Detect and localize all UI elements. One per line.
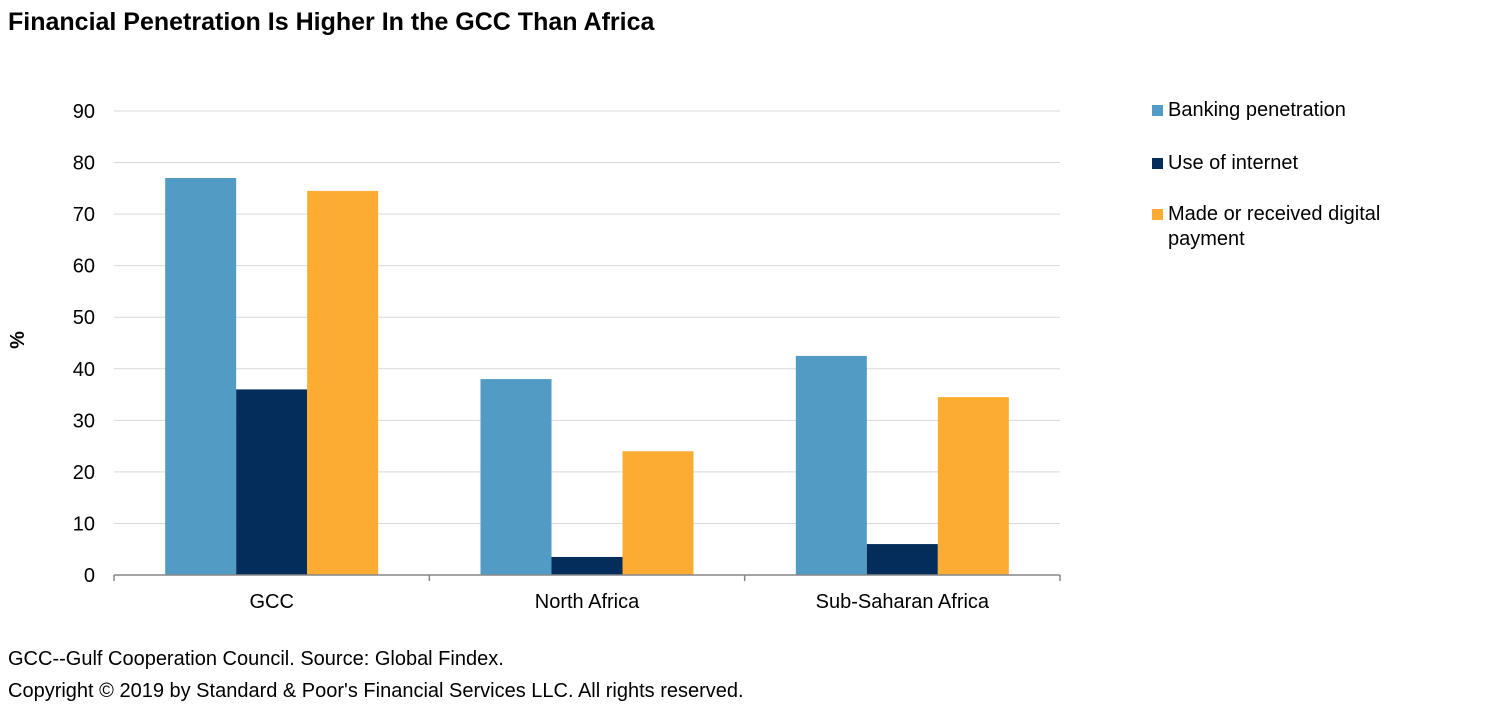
y-tick-label-30: 30 — [73, 410, 95, 432]
legend-swatch-digital-payment — [1152, 209, 1163, 220]
x-tick-label-2: Sub-Saharan Africa — [816, 591, 990, 613]
bar-use-of-internet-0 — [236, 389, 308, 575]
bar-banking-penetration-2 — [795, 355, 867, 575]
y-tick-label-90: 90 — [73, 101, 95, 123]
bar-use-of-internet-2 — [866, 544, 938, 575]
y-tick-label-50: 50 — [73, 307, 95, 329]
y-tick-label-80: 80 — [73, 153, 95, 175]
legend-label-banking: Banking penetration — [1168, 99, 1346, 121]
y-tick-label-60: 60 — [73, 256, 95, 278]
legend-item-internet: Use of internet — [1150, 151, 1450, 176]
bar-made-or-received-digital-payment-0 — [307, 190, 379, 575]
legend-swatch-internet — [1152, 158, 1163, 169]
chart-title: Financial Penetration Is Higher In the G… — [8, 8, 655, 36]
axes: 0 10 20 30 40 50 60 70 80 90 GCC North Africa Sub-Sa… — [73, 101, 1061, 613]
legend-swatch-banking — [1152, 105, 1163, 116]
legend-label-digital-payment: Made or received digital payment — [1168, 203, 1381, 250]
bar-banking-penetration-0 — [165, 178, 237, 575]
y-tick-label-0: 0 — [84, 565, 95, 587]
bar-use-of-internet-1 — [551, 556, 623, 575]
x-tick-label-1: North Africa — [535, 591, 640, 613]
bar-made-or-received-digital-payment-1 — [622, 451, 694, 575]
source-note: GCC--Gulf Cooperation Council. Source: G… — [8, 648, 504, 670]
copyright-note: Copyright © 2019 by Standard & Poor's Fi… — [8, 680, 744, 702]
legend-item-digital-payment: Made or received digital payment — [1150, 202, 1450, 252]
legend-label-internet: Use of internet — [1168, 152, 1299, 174]
x-tick-label-0: GCC — [249, 591, 293, 613]
y-tick-label-20: 20 — [73, 462, 95, 484]
bar-made-or-received-digital-payment-2 — [937, 397, 1009, 575]
y-axis-label: % — [7, 331, 29, 349]
legend-item-banking: Banking penetration — [1150, 98, 1450, 123]
legend: Banking penetration Use of internet Made… — [1150, 98, 1450, 280]
bars — [165, 178, 1009, 575]
y-tick-label-40: 40 — [73, 359, 95, 381]
y-tick-label-10: 10 — [73, 513, 95, 535]
bar-banking-penetration-1 — [480, 379, 552, 575]
y-tick-label-70: 70 — [73, 204, 95, 226]
